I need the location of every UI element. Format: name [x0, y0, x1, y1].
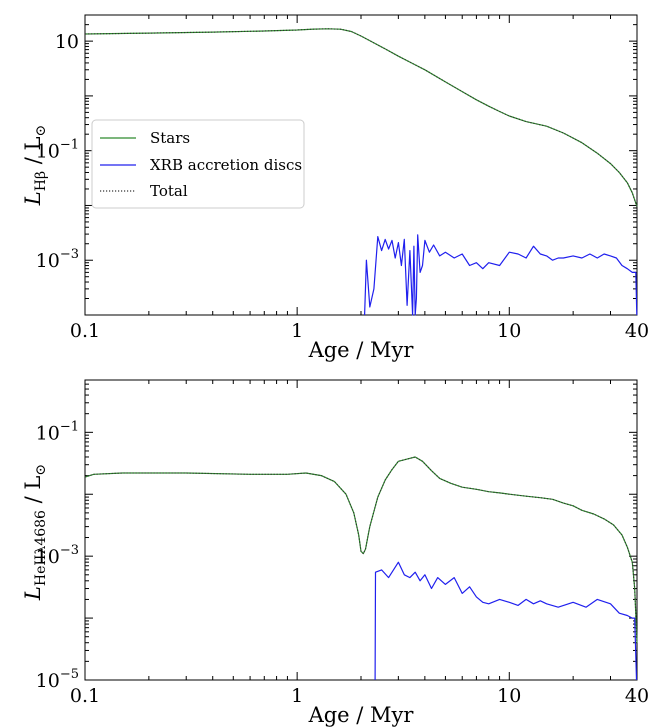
series-line-total — [84, 28, 638, 207]
y-axis-label-sub: Hβ — [33, 171, 49, 191]
y-tick-label-base: 10 — [36, 546, 60, 568]
y-tick-label-base: 10 — [36, 670, 60, 692]
series-line-xrb-accretion-discs — [364, 234, 638, 316]
tick-marks — [84, 14, 638, 316]
legend-label-xrb: XRB accretion discs — [150, 156, 302, 174]
series-layer — [84, 28, 638, 316]
y-axis-label: LHβ / L⊙ — [21, 125, 49, 206]
x-tick-label: 0.1 — [70, 320, 100, 342]
legend: Stars XRB accretion discs Total — [91, 119, 305, 209]
y-tick-label-exponent: −3 — [60, 247, 79, 262]
series-line-stars — [84, 456, 638, 643]
y-tick-label: 10−3 — [36, 543, 79, 568]
y-tick-label-base: 10 — [55, 31, 79, 53]
x-axis-label: Age / Myr — [308, 703, 415, 727]
x-tick-label: 40 — [625, 685, 649, 707]
y-tick-label-base: 10 — [36, 422, 60, 444]
y-axis-label-tail: / L — [21, 136, 45, 170]
x-tick-label: 0.1 — [70, 685, 100, 707]
x-tick-label: 1 — [291, 320, 303, 342]
y-tick-label: 10−3 — [36, 247, 79, 272]
y-tick-label-exponent: −5 — [60, 667, 79, 682]
y-axis-label-main: L — [21, 191, 45, 206]
tick-marks — [84, 379, 638, 681]
y-axis-label-sub: HeIIλ4686 — [33, 510, 49, 586]
plot-frame — [84, 379, 638, 681]
y-axis-label-main: L — [21, 586, 45, 601]
y-axis-label-tail: / L — [21, 476, 45, 510]
y-axis-label-tail-sub: ⊙ — [33, 464, 49, 476]
x-tick-label: 10 — [497, 320, 521, 342]
y-tick-label: 10−1 — [36, 419, 79, 444]
y-tick-label: 10−5 — [36, 667, 79, 692]
y-tick-label: 10−1 — [36, 138, 79, 163]
y-axis-label-tail-sub: ⊙ — [33, 125, 49, 137]
y-tick-label-exponent: −1 — [60, 138, 79, 153]
y-tick-label: 10 — [55, 31, 79, 53]
y-axis-label: LHeIIλ4686 / L⊙ — [21, 464, 49, 601]
y-tick-label-base: 10 — [36, 250, 60, 272]
x-axis-label: Age / Myr — [308, 338, 415, 362]
series-layer — [84, 456, 638, 681]
x-tick-label: 40 — [625, 320, 649, 342]
series-line-total — [84, 456, 638, 643]
y-tick-label-base: 10 — [36, 141, 60, 163]
x-tick-label: 10 — [497, 685, 521, 707]
legend-label-stars: Stars — [150, 129, 190, 147]
legend-box — [91, 119, 305, 209]
y-tick-label-exponent: −1 — [60, 419, 79, 434]
series-line-xrb-accretion-discs — [374, 561, 638, 681]
x-tick-label: 1 — [291, 685, 303, 707]
legend-label-total: Total — [150, 182, 188, 200]
y-tick-label-exponent: −3 — [60, 543, 79, 558]
